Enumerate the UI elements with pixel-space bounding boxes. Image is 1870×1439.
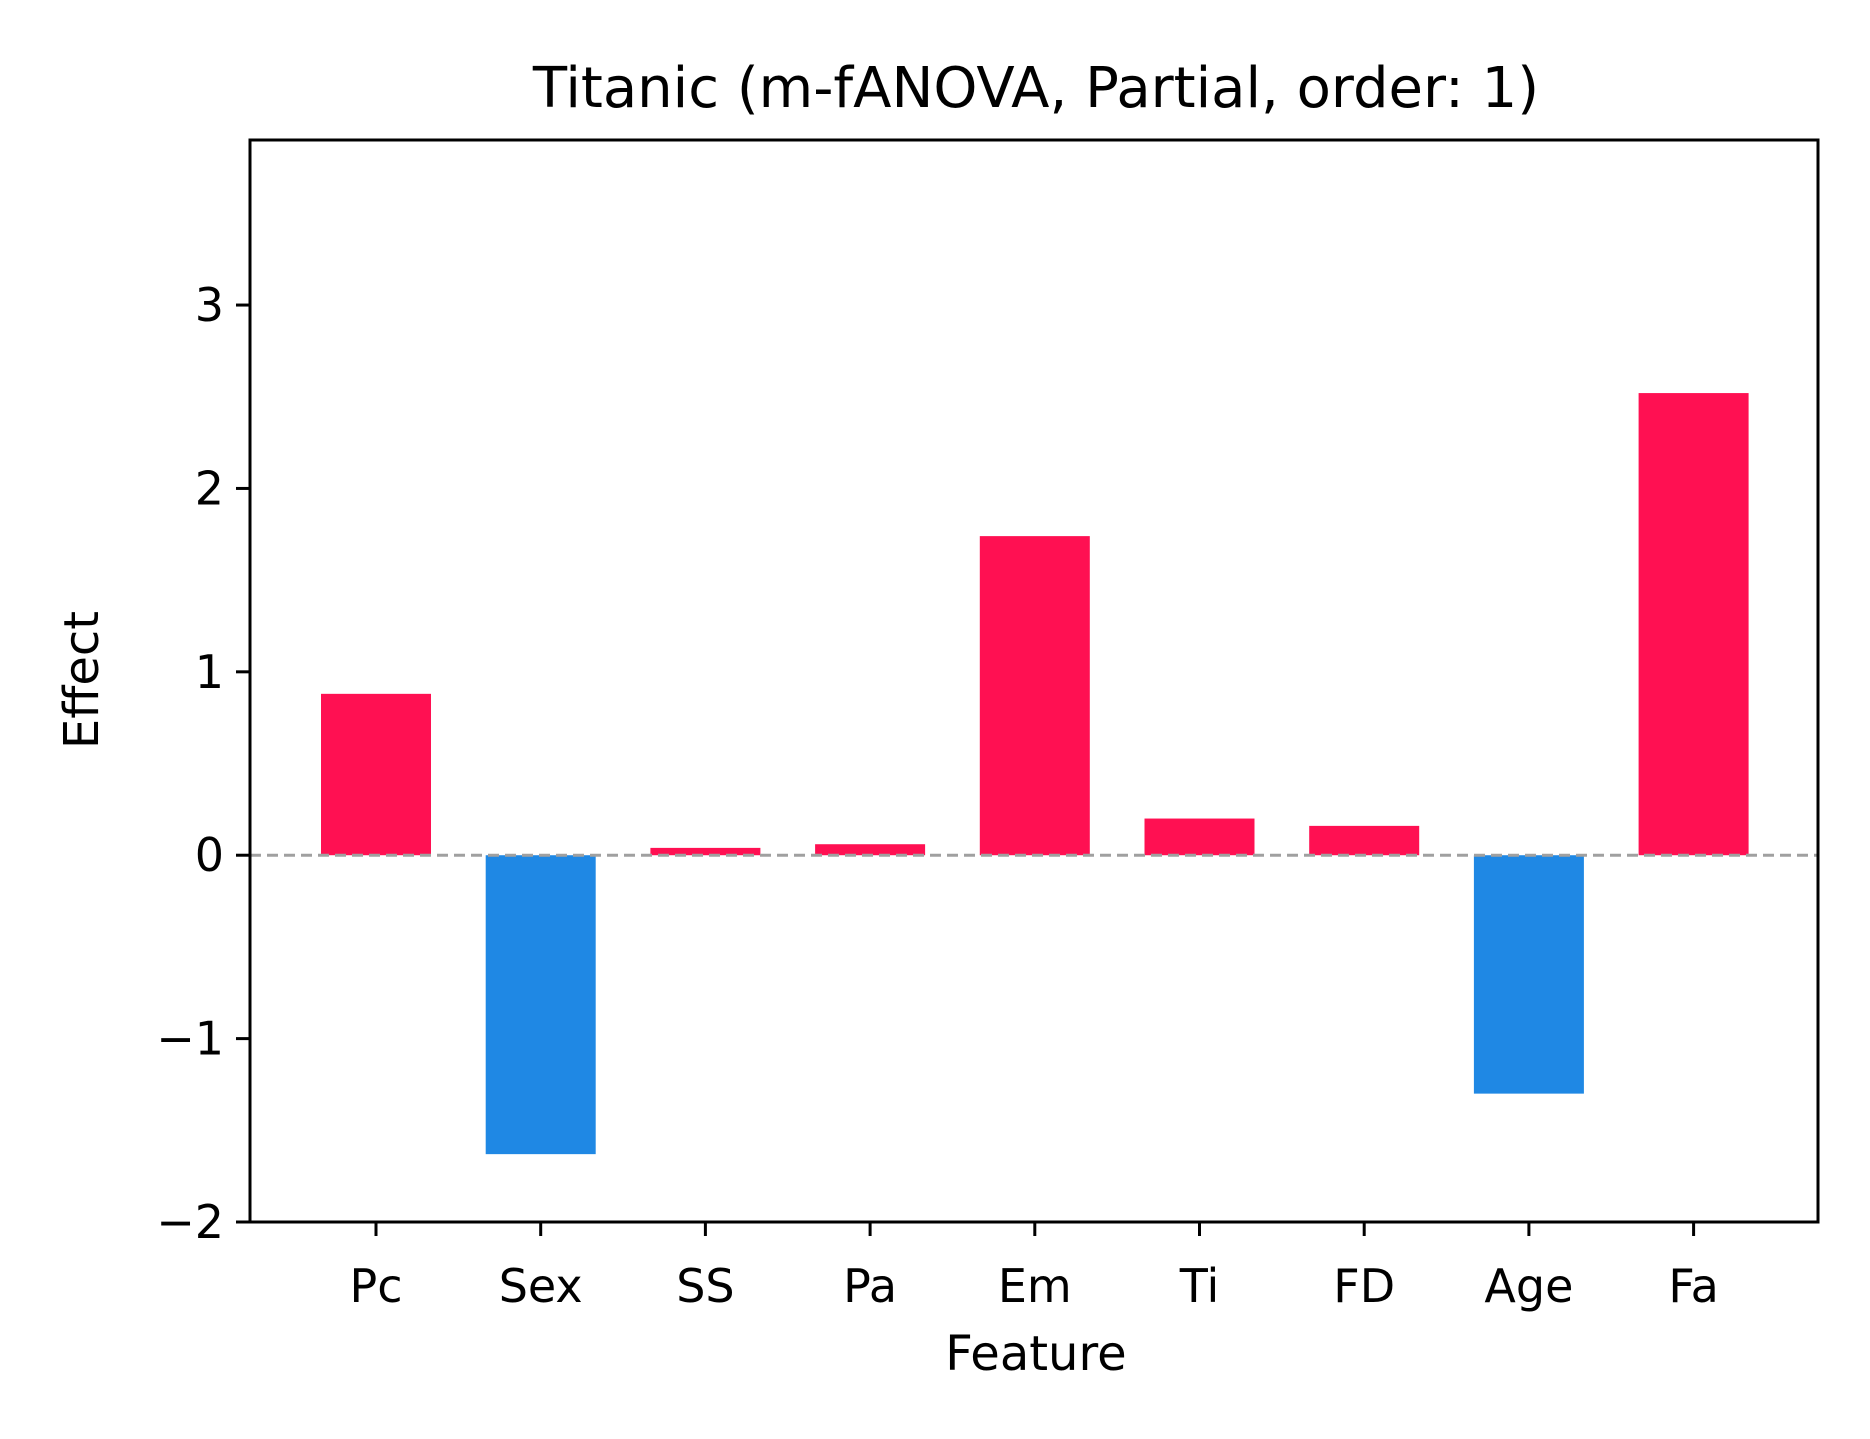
bars-group — [321, 393, 1749, 1155]
x-tick-label: Ti — [1179, 1259, 1219, 1313]
bar-ss — [650, 847, 761, 856]
bar-fa — [1638, 393, 1749, 856]
x-tick-label: Em — [998, 1259, 1072, 1313]
x-tick-label: Sex — [499, 1259, 583, 1313]
y-tick-label: 0 — [195, 828, 224, 882]
x-axis: Pc Sex SS Pa Em Ti FD Age Fa — [349, 1222, 1719, 1313]
y-axis-label: Effect — [54, 611, 110, 749]
y-tick-label: 3 — [195, 278, 224, 332]
y-tick-label: −1 — [156, 1012, 224, 1066]
x-tick-label: Pa — [843, 1259, 897, 1313]
x-tick-label: Age — [1484, 1259, 1573, 1313]
x-tick-label: Pc — [349, 1259, 402, 1313]
bar-pc — [321, 693, 431, 856]
y-tick-label: −2 — [156, 1195, 224, 1249]
x-axis-label: Feature — [945, 1326, 1126, 1382]
x-tick-label: Fa — [1668, 1259, 1718, 1313]
bar-pa — [815, 844, 926, 856]
bar-ti — [1144, 818, 1255, 856]
bar-fd — [1309, 825, 1420, 856]
x-tick-label: SS — [676, 1259, 734, 1313]
y-tick-label: 1 — [195, 645, 224, 699]
bar-em — [979, 536, 1090, 856]
chart-title: Titanic (m-fANOVA, Partial, order: 1) — [532, 56, 1539, 121]
bar-age — [1473, 855, 1584, 1094]
bar-sex — [485, 855, 596, 1155]
x-tick-label: FD — [1333, 1259, 1395, 1313]
y-tick-label: 2 — [195, 461, 224, 515]
y-axis: −2 −1 0 1 2 3 — [156, 278, 250, 1249]
